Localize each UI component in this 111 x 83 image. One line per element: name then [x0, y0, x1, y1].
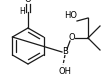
Text: HO: HO: [64, 11, 77, 20]
Text: OH: OH: [58, 66, 71, 76]
Text: O: O: [69, 34, 75, 42]
Text: O: O: [25, 0, 31, 4]
Text: H: H: [19, 7, 25, 17]
Text: B: B: [62, 47, 68, 57]
